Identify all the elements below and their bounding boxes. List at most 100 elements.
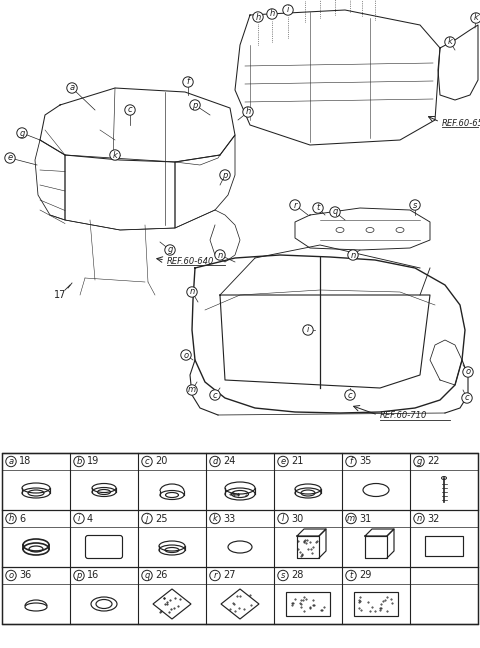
Bar (286, 592, 330, 616)
Circle shape (6, 456, 16, 467)
Text: e: e (7, 154, 12, 163)
Text: 18: 18 (19, 456, 31, 467)
Text: g: g (168, 246, 173, 255)
Text: k: k (447, 38, 453, 47)
Text: e: e (280, 457, 286, 466)
Text: 29: 29 (359, 570, 372, 581)
Circle shape (278, 570, 288, 581)
Text: b: b (76, 457, 82, 466)
Ellipse shape (166, 492, 179, 498)
Text: t: t (349, 571, 353, 580)
Circle shape (210, 570, 220, 581)
Circle shape (210, 456, 220, 467)
Text: h: h (8, 514, 13, 523)
Text: c: c (213, 391, 217, 400)
Bar (425, 536, 463, 556)
Ellipse shape (165, 548, 179, 553)
Text: 35: 35 (359, 456, 372, 467)
Ellipse shape (442, 476, 446, 480)
Circle shape (74, 570, 84, 581)
Circle shape (142, 513, 152, 524)
Circle shape (278, 513, 288, 524)
Text: m: m (347, 514, 355, 523)
Text: c: c (128, 106, 132, 115)
Text: a: a (9, 457, 13, 466)
Text: 16: 16 (87, 570, 99, 581)
Circle shape (5, 153, 15, 163)
Text: 20: 20 (155, 456, 168, 467)
Ellipse shape (225, 488, 255, 500)
Text: k: k (474, 14, 479, 23)
Text: i: i (287, 5, 289, 14)
Circle shape (471, 13, 480, 23)
Circle shape (283, 5, 293, 15)
Text: o: o (9, 571, 13, 580)
Circle shape (210, 513, 220, 524)
Text: h: h (245, 108, 251, 117)
Ellipse shape (23, 543, 49, 555)
Circle shape (253, 12, 263, 22)
Ellipse shape (159, 545, 185, 555)
Text: REF.60-651: REF.60-651 (442, 119, 480, 128)
Text: 33: 33 (223, 513, 235, 524)
Circle shape (6, 513, 16, 524)
Text: 4: 4 (87, 513, 93, 524)
Text: j: j (146, 514, 148, 523)
Text: g: g (19, 128, 24, 137)
Text: p: p (76, 571, 82, 580)
Circle shape (330, 207, 340, 217)
Text: q: q (332, 207, 338, 216)
Text: h: h (269, 10, 275, 19)
Text: 36: 36 (19, 570, 31, 581)
Circle shape (346, 570, 356, 581)
Text: n: n (217, 251, 223, 259)
Ellipse shape (97, 489, 110, 494)
Circle shape (414, 513, 424, 524)
Text: 32: 32 (427, 513, 439, 524)
Ellipse shape (295, 488, 321, 498)
Circle shape (220, 170, 230, 180)
Circle shape (410, 200, 420, 210)
Text: p: p (192, 100, 198, 110)
Text: t: t (316, 203, 320, 213)
Circle shape (17, 128, 27, 138)
Text: 24: 24 (223, 456, 235, 467)
Text: g: g (416, 457, 422, 466)
Circle shape (346, 456, 356, 467)
Circle shape (303, 325, 313, 335)
Circle shape (110, 150, 120, 160)
Text: 28: 28 (291, 570, 303, 581)
Ellipse shape (92, 487, 116, 496)
Text: REF.60-710: REF.60-710 (380, 411, 427, 421)
Text: a: a (70, 84, 74, 93)
Circle shape (67, 83, 77, 93)
Text: r: r (293, 200, 297, 209)
Circle shape (414, 456, 424, 467)
Text: n: n (190, 288, 194, 297)
Bar (2, 453, 478, 624)
Circle shape (181, 350, 191, 360)
Ellipse shape (231, 491, 249, 498)
Circle shape (445, 37, 455, 47)
Circle shape (183, 77, 193, 87)
Text: i: i (307, 325, 309, 334)
Text: s: s (413, 200, 417, 209)
Text: 26: 26 (155, 570, 168, 581)
Text: 27: 27 (223, 570, 236, 581)
Circle shape (190, 100, 200, 110)
Text: 22: 22 (427, 456, 440, 467)
Text: m: m (188, 386, 196, 395)
Text: r: r (213, 571, 217, 580)
Text: 6: 6 (19, 513, 25, 524)
Circle shape (187, 385, 197, 395)
Text: c: c (348, 391, 352, 400)
Circle shape (313, 203, 323, 213)
Circle shape (215, 249, 225, 260)
Text: 25: 25 (155, 513, 168, 524)
Text: 31: 31 (359, 513, 371, 524)
Circle shape (267, 9, 277, 19)
Text: p: p (222, 170, 228, 179)
Circle shape (290, 200, 300, 210)
Circle shape (142, 456, 152, 467)
Text: 17: 17 (54, 290, 66, 300)
